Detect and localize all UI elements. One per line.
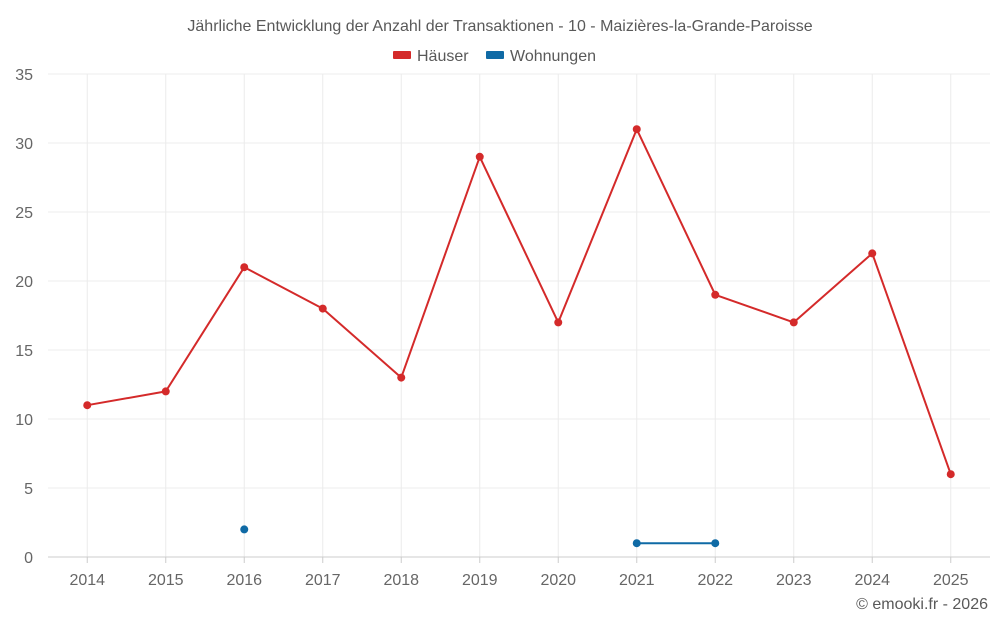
y-tick-label: 0 — [24, 550, 33, 567]
data-point[interactable] — [318, 304, 327, 313]
x-tick-label: 2018 — [383, 572, 419, 589]
x-tick-label: 2022 — [697, 572, 733, 589]
chart-title: Jährliche Entwicklung der Anzahl der Tra… — [187, 18, 812, 35]
data-point[interactable] — [711, 539, 720, 548]
series-wohnungen — [240, 525, 720, 548]
y-tick-label: 30 — [15, 136, 33, 153]
y-tick-label: 35 — [15, 67, 33, 84]
x-tick-label: 2020 — [540, 572, 576, 589]
series-line — [87, 128, 952, 475]
data-point[interactable] — [240, 525, 249, 534]
data-point[interactable] — [161, 387, 170, 396]
data-point[interactable] — [475, 152, 484, 161]
x-tick-label: 2024 — [854, 572, 890, 589]
data-point[interactable] — [554, 318, 563, 327]
x-tick-label: 2017 — [305, 572, 341, 589]
data-point[interactable] — [397, 373, 406, 382]
legend-swatch — [393, 51, 411, 59]
y-tick-label: 10 — [15, 412, 33, 429]
y-tick-label: 25 — [15, 205, 33, 222]
series-layer — [83, 125, 955, 548]
data-point[interactable] — [632, 125, 641, 134]
data-point[interactable] — [946, 470, 955, 479]
legend-swatch — [486, 51, 504, 59]
x-tick-label: 2015 — [148, 572, 184, 589]
data-point[interactable] — [868, 249, 877, 258]
data-point[interactable] — [632, 539, 641, 548]
legend-label: Wohnungen — [510, 48, 596, 65]
x-tick-label: 2019 — [462, 572, 498, 589]
data-point[interactable] — [83, 401, 92, 410]
legend-item-wohnungen[interactable]: Wohnungen — [486, 48, 596, 65]
series-haeuser — [83, 125, 955, 479]
x-tick-label: 2016 — [226, 572, 262, 589]
x-tick-label: 2023 — [776, 572, 812, 589]
x-tick-label: 2021 — [619, 572, 655, 589]
legend-item-haeuser[interactable]: Häuser — [393, 48, 469, 65]
y-tick-label: 20 — [15, 274, 33, 291]
data-point[interactable] — [240, 263, 249, 272]
data-point[interactable] — [789, 318, 798, 327]
gridlines — [48, 73, 990, 557]
legend-label: Häuser — [417, 48, 469, 65]
y-tick-label: 15 — [15, 343, 33, 360]
data-point[interactable] — [711, 290, 720, 299]
x-tick-label: 2014 — [69, 572, 105, 589]
x-tick-label: 2025 — [933, 572, 969, 589]
legend: Häuser Wohnungen — [393, 48, 596, 65]
y-tick-label: 5 — [24, 481, 33, 498]
credit-text: © emooki.fr - 2026 — [856, 596, 988, 613]
